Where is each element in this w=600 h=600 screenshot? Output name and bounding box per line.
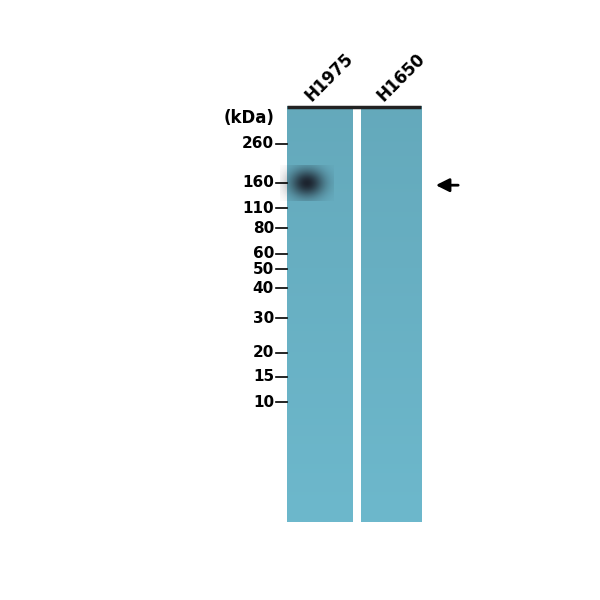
Text: 20: 20 [253,346,274,361]
Text: 160: 160 [242,175,274,190]
Text: H1975: H1975 [302,49,357,104]
Text: 260: 260 [242,136,274,151]
Text: 10: 10 [253,395,274,410]
Text: (kDa): (kDa) [223,109,274,127]
Text: 40: 40 [253,281,274,296]
Text: 60: 60 [253,246,274,261]
Bar [287,107,352,523]
Text: 15: 15 [253,370,274,385]
Text: 110: 110 [242,201,274,216]
Text: 30: 30 [253,311,274,326]
Text: 80: 80 [253,221,274,236]
Text: H1650: H1650 [374,49,429,104]
Text: 50: 50 [253,262,274,277]
Bar [361,107,421,523]
